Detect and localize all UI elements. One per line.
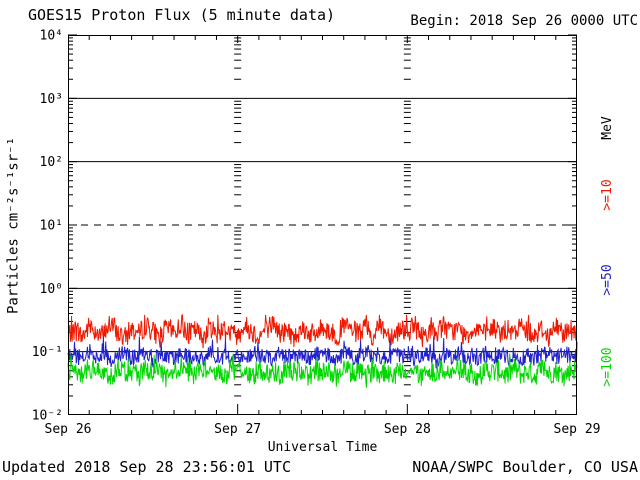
x-tick-label: Sep 28 (384, 422, 431, 437)
y-tick-label: 10⁰ (40, 282, 63, 297)
series-line-10mev (67, 314, 578, 349)
y-tick-label: 10⁻² (32, 409, 63, 424)
series-line-50mev (67, 336, 578, 369)
chart-title: GOES15 Proton Flux (5 minute data) (28, 6, 336, 24)
y-tick-labels: 10⁴ 10³ 10² 10¹ 10⁰ 10⁻¹ 10⁻² (32, 29, 63, 424)
series-line-100mev (67, 353, 578, 388)
y-tick-label: 10¹ (40, 219, 63, 234)
begin-timestamp-label: Begin: 2018 Sep 26 0000 UTC (410, 13, 638, 29)
data-source-label: NOAA/SWPC Boulder, CO USA (412, 458, 638, 476)
x-tick-label: Sep 26 (45, 422, 92, 437)
y-tick-label: 10⁴ (40, 29, 63, 44)
legend-ge10mev-label: >=10 (600, 179, 615, 211)
legend-ge50mev-label: >=50 (600, 264, 615, 296)
x-tick-label: Sep 29 (554, 422, 601, 437)
updated-timestamp-label: Updated 2018 Sep 28 23:56:01 UTC (2, 458, 291, 476)
legend-ge100mev-label: >=100 (600, 347, 615, 387)
x-axis-title: Universal Time (268, 440, 378, 455)
plot-frame (68, 35, 577, 415)
y-tick-label: 10⁻¹ (32, 345, 63, 360)
y-tick-label: 10³ (40, 92, 63, 107)
x-tick-label: Sep 27 (214, 422, 261, 437)
y-tick-label: 10² (40, 155, 63, 170)
grid-and-ticks (68, 34, 577, 415)
x-tick-labels: Sep 26 Sep 27 Sep 28 Sep 29 (45, 422, 601, 437)
